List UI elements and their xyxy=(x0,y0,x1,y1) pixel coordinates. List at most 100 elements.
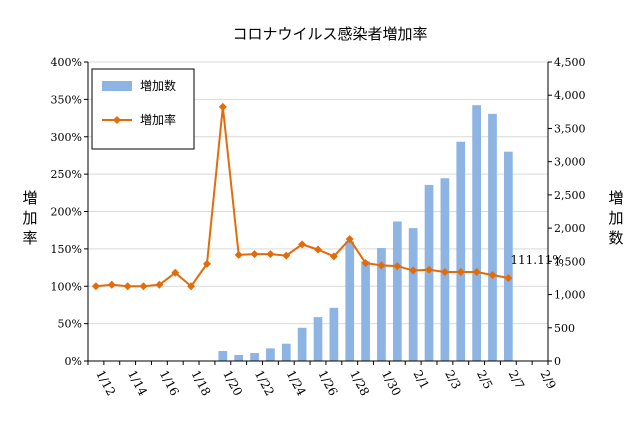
bar xyxy=(361,261,370,361)
left-tick-label: 350% xyxy=(51,93,82,106)
line-point xyxy=(314,245,322,254)
line-point xyxy=(187,282,196,291)
legend-bar-label: 増加数 xyxy=(140,78,176,93)
left-tick-label: 300% xyxy=(51,131,82,144)
line-point xyxy=(393,262,402,271)
bar xyxy=(503,151,513,361)
left-tick-label: 0% xyxy=(65,355,82,368)
axis-label-char: 率 xyxy=(22,229,37,247)
x-tick-labels: 1/12 1/14 1/16 1/18 1/20 1/22 1/24 1/26 1/28 1/30… xyxy=(93,368,559,399)
x-tick-label: 1/14 xyxy=(125,368,150,399)
line-point xyxy=(440,268,449,277)
bar xyxy=(329,307,339,361)
x-tick-label: 1/22 xyxy=(252,368,277,398)
line-series xyxy=(91,102,513,291)
x-tick-label: 1/24 xyxy=(284,368,309,399)
line-point xyxy=(425,265,434,274)
x-tick-label: 2/3 xyxy=(442,368,463,392)
bar xyxy=(218,351,228,361)
line-point xyxy=(107,280,116,289)
x-tick-label: 2/5 xyxy=(474,368,495,392)
x-tick-label: 2/9 xyxy=(537,368,558,392)
left-tick-label: 150% xyxy=(51,243,82,256)
right-tick-label: 500 xyxy=(554,322,575,335)
axis-label-char: 増 xyxy=(22,189,37,207)
bar-series xyxy=(218,105,513,362)
bar xyxy=(488,113,497,362)
x-tick-label: 1/12 xyxy=(93,368,118,398)
line-point xyxy=(456,268,465,277)
x-tick-label: 2/1 xyxy=(411,368,432,392)
right-tick-label: 3,000 xyxy=(554,156,586,169)
bar xyxy=(345,241,355,361)
right-tick-label: 4,000 xyxy=(554,89,586,102)
line-point xyxy=(250,250,259,259)
bar xyxy=(234,355,244,361)
x-tick-label: 1/16 xyxy=(157,368,182,398)
right-tick-label: 3,500 xyxy=(554,122,586,135)
line-point xyxy=(218,102,227,111)
axis-label-char: 数 xyxy=(608,229,623,247)
annotations: 111.11% xyxy=(510,253,563,267)
line-point xyxy=(329,252,338,261)
x-tick-label: 1/28 xyxy=(347,368,372,398)
line-point xyxy=(298,240,307,249)
left-tick-label: 400% xyxy=(51,56,82,69)
right-tick-label: 1,000 xyxy=(554,289,586,302)
left-axis-label: 増加率 xyxy=(22,189,37,247)
bar xyxy=(392,221,402,361)
left-tick-label: 250% xyxy=(51,168,82,181)
line-point xyxy=(377,261,386,270)
right-tick-label: 4,500 xyxy=(554,56,586,69)
x-tick-label: 1/20 xyxy=(220,368,245,398)
chart-title: コロナウイルス感染者増加率 xyxy=(232,25,427,43)
bar xyxy=(313,317,323,361)
axis-label-char: 加 xyxy=(608,209,623,227)
line-point xyxy=(504,273,513,282)
legend-line-label: 増加率 xyxy=(140,112,176,127)
bar xyxy=(281,343,291,361)
line-point xyxy=(155,280,164,289)
line-point xyxy=(361,259,370,268)
x-tick-label: 1/26 xyxy=(315,368,340,398)
bar xyxy=(266,348,275,361)
bar xyxy=(408,228,418,361)
right-axis-label: 増加数 xyxy=(608,189,623,247)
x-tick-label: 1/18 xyxy=(188,368,213,398)
bar xyxy=(472,105,481,361)
line-point xyxy=(234,250,243,259)
line-point xyxy=(488,271,497,280)
line-point xyxy=(266,250,275,259)
line-point xyxy=(409,266,418,275)
legend-bar-swatch xyxy=(102,81,132,91)
left-tick-labels: 0% 50% 100% 150% 200% 250% 300% 350% 400% xyxy=(51,56,82,368)
bar xyxy=(250,353,259,361)
axes xyxy=(84,61,552,365)
right-tick-label: 2,000 xyxy=(554,222,586,235)
line-point xyxy=(472,268,481,277)
legend: 増加数 増加率 xyxy=(91,68,195,150)
right-tick-label: 0 xyxy=(554,355,561,368)
axis-label-char: 増 xyxy=(608,189,623,207)
x-tick-label: 2/7 xyxy=(506,368,527,392)
bar xyxy=(456,141,466,361)
right-tick-label: 2,500 xyxy=(554,189,586,202)
left-tick-label: 50% xyxy=(58,318,82,331)
right-tick-labels: 0 500 1,000 1,500 2,000 2,500 3,000 3,500 4,000 4… xyxy=(554,56,586,368)
line-point xyxy=(91,282,100,291)
data-label: 111.11% xyxy=(510,253,563,267)
bar xyxy=(297,327,307,361)
left-tick-label: 200% xyxy=(51,206,82,219)
line-point xyxy=(282,251,291,260)
bar xyxy=(377,248,386,361)
line-point xyxy=(123,282,132,291)
axis-label-char: 加 xyxy=(22,209,37,227)
line-point xyxy=(139,282,148,291)
x-tick-label: 1/30 xyxy=(379,368,404,398)
left-tick-label: 100% xyxy=(51,280,82,293)
line-point xyxy=(171,268,180,277)
line-point xyxy=(345,235,354,244)
legend-line-marker xyxy=(113,116,121,124)
